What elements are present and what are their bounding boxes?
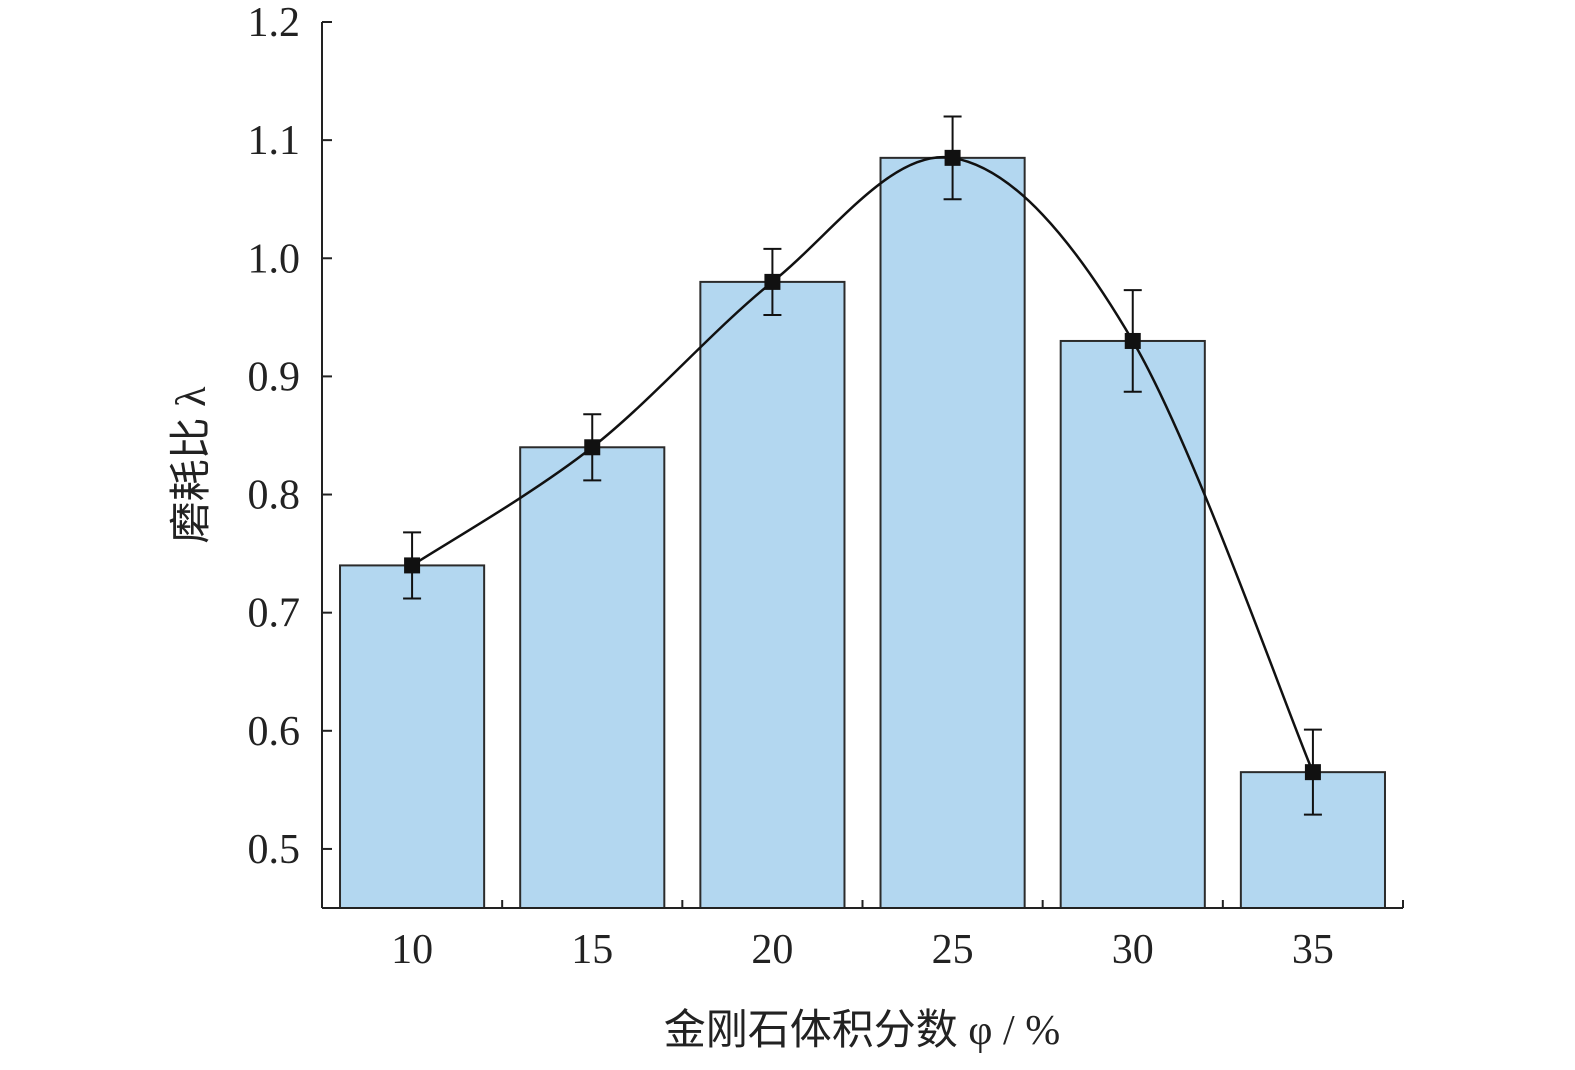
marker-15 (584, 439, 601, 456)
y-tick-label: 0.7 (248, 591, 301, 637)
bar-10 (339, 564, 486, 909)
bars-layer (339, 156, 1386, 910)
marker-20 (764, 273, 781, 290)
x-tick-label-30: 30 (1112, 927, 1154, 973)
marker-25 (944, 149, 961, 166)
x-ticks: 10 15 20 25 30 35 (321, 900, 1404, 973)
x-tick-label-10: 10 (391, 927, 433, 973)
x-axis-title: 金刚石体积分数 φ / % (664, 1007, 1060, 1054)
y-tick-label: 1.0 (248, 236, 301, 282)
y-tick-label: 0.8 (248, 473, 301, 519)
data-markers (404, 149, 1321, 781)
marker-10 (404, 557, 421, 574)
y-tick-label: 0.5 (248, 827, 301, 873)
x-tick-label-15: 15 (571, 927, 613, 973)
x-tick-label-25: 25 (932, 927, 974, 973)
x-tick-label-35: 35 (1292, 927, 1334, 973)
bar-25 (879, 156, 1026, 909)
y-tick-label: 1.2 (248, 0, 301, 46)
y-tick-label: 0.6 (248, 709, 301, 755)
y-ticks: 0.5 0.6 0.7 0.8 0.9 1.0 1.1 1.2 (248, 0, 332, 873)
x-tick-label-20: 20 (751, 927, 793, 973)
y-tick-label: 1.1 (248, 118, 301, 164)
y-axis-title: 磨耗比 λ (169, 386, 215, 544)
bar-20 (699, 280, 846, 910)
y-tick-label: 0.9 (248, 354, 301, 400)
marker-30 (1124, 332, 1141, 349)
bar-15 (519, 446, 666, 909)
bar-30 (1059, 339, 1206, 909)
marker-35 (1304, 764, 1321, 781)
